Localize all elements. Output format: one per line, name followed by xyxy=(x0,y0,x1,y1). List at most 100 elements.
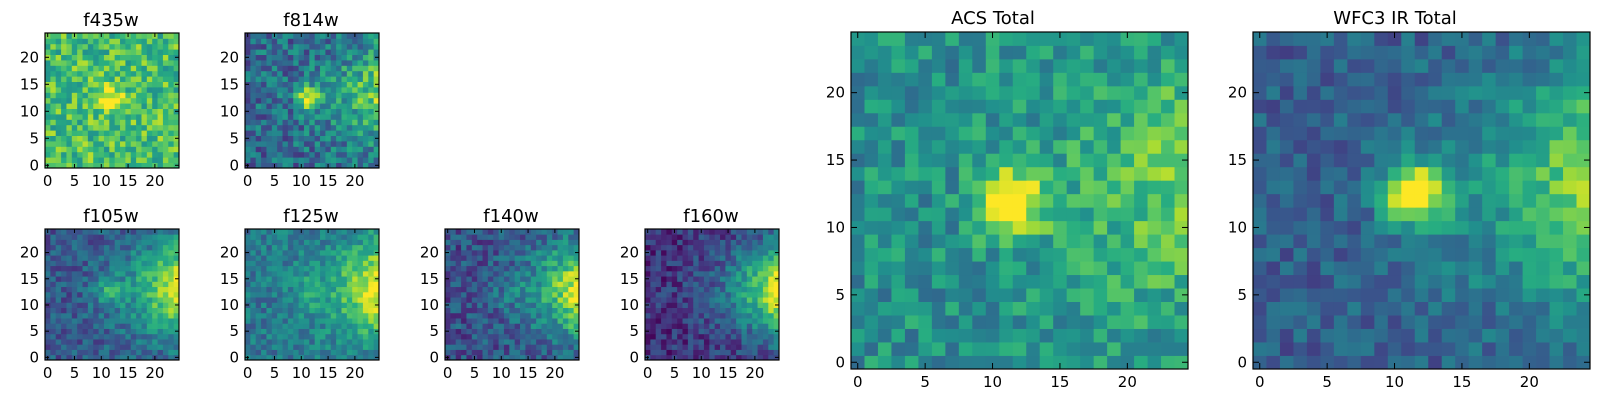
heatmap-cell xyxy=(336,339,342,345)
heatmap-cell xyxy=(698,244,705,251)
heatmap-cell xyxy=(71,312,78,319)
heatmap-cell xyxy=(341,323,348,329)
heatmap-cell xyxy=(325,108,332,115)
x-tick-label: 15 xyxy=(319,172,338,190)
heatmap-cell xyxy=(736,307,742,314)
heatmap-cell xyxy=(309,151,316,158)
heatmap-cell xyxy=(357,70,364,77)
heatmap-cell xyxy=(250,135,257,142)
heatmap-cell xyxy=(157,146,164,153)
heatmap-cell xyxy=(1414,288,1429,302)
heatmap-cell xyxy=(498,312,505,319)
heatmap-cell xyxy=(552,281,558,288)
heatmap-cell xyxy=(525,239,532,246)
heatmap-cell xyxy=(1026,288,1041,302)
y-tick-label: 15 xyxy=(20,270,39,288)
heatmap-cell xyxy=(1360,315,1375,329)
heatmap-cell xyxy=(373,130,380,136)
heatmap-cell xyxy=(162,70,169,77)
heatmap-cell xyxy=(536,276,542,282)
heatmap-cell xyxy=(1293,328,1308,343)
heatmap-cell xyxy=(1253,301,1267,316)
heatmap-cell xyxy=(245,349,251,356)
heatmap-cell xyxy=(152,114,158,120)
heatmap-cell xyxy=(1107,139,1121,154)
heatmap-cell xyxy=(650,307,657,314)
heatmap-cell xyxy=(368,65,375,72)
heatmap-cell xyxy=(677,333,683,340)
heatmap-cell xyxy=(741,286,748,293)
heatmap-cell xyxy=(250,60,257,66)
heatmap-cell xyxy=(336,291,342,298)
heatmap-cell xyxy=(720,333,726,340)
heatmap-cell xyxy=(336,249,342,256)
heatmap-cell xyxy=(130,339,137,345)
heatmap-cell xyxy=(1161,139,1175,154)
heatmap-cell xyxy=(493,333,499,340)
heatmap-cell xyxy=(173,157,180,163)
heatmap-cell xyxy=(277,151,283,158)
heatmap-cell xyxy=(141,81,148,88)
heatmap-cell xyxy=(162,54,169,61)
heatmap-cell xyxy=(482,260,489,267)
heatmap-cell xyxy=(357,146,364,153)
heatmap-cell xyxy=(320,130,326,136)
heatmap-cell xyxy=(303,260,310,267)
heatmap-cell xyxy=(1093,139,1108,154)
heatmap-cell xyxy=(730,297,737,303)
heatmap-cell xyxy=(136,281,142,288)
heatmap-cell xyxy=(958,261,973,276)
heatmap-cell xyxy=(1039,153,1054,168)
heatmap-cell xyxy=(762,239,769,246)
heatmap-cell xyxy=(1428,247,1443,262)
heatmap-cell xyxy=(471,333,478,340)
heatmap-cell xyxy=(1414,193,1429,208)
heatmap-cell xyxy=(146,135,153,142)
heatmap-cell xyxy=(466,255,473,261)
heatmap-cell xyxy=(1053,288,1068,302)
heatmap-cell xyxy=(125,60,132,66)
heatmap-cell xyxy=(277,297,283,303)
heatmap-cell xyxy=(77,302,83,308)
heatmap-cell xyxy=(66,229,73,235)
heatmap-cell xyxy=(877,153,892,168)
heatmap-cell xyxy=(45,339,51,345)
heatmap-cell xyxy=(255,328,262,335)
heatmap-cell xyxy=(445,291,451,298)
heatmap-cell xyxy=(87,130,94,136)
heatmap-cell xyxy=(293,81,299,88)
heatmap-cell xyxy=(461,239,467,246)
heatmap-cell xyxy=(709,270,716,277)
heatmap-cell xyxy=(1306,301,1321,316)
heatmap-cell xyxy=(71,255,78,261)
heatmap-cell xyxy=(709,323,716,329)
heatmap-cell xyxy=(520,302,526,308)
heatmap-cell xyxy=(261,114,267,120)
heatmap-cell xyxy=(362,87,369,93)
heatmap-cell xyxy=(985,234,1000,249)
heatmap-cell xyxy=(362,97,369,104)
heatmap-cell xyxy=(298,87,305,93)
heatmap-cell xyxy=(373,234,380,240)
heatmap-cell xyxy=(455,249,462,256)
heatmap-cell xyxy=(336,81,342,88)
heatmap-cell xyxy=(536,265,542,272)
heatmap-cell xyxy=(109,260,116,267)
heatmap-cell xyxy=(757,234,764,240)
heatmap-cell xyxy=(1293,274,1308,289)
heatmap-cell xyxy=(120,255,126,261)
heatmap-cell xyxy=(66,33,73,39)
heatmap-cell xyxy=(1161,220,1175,235)
heatmap-cell xyxy=(271,81,278,88)
heatmap-cell xyxy=(77,70,83,77)
heatmap-cell xyxy=(1066,72,1081,87)
heatmap-cell xyxy=(303,333,310,340)
heatmap-cell xyxy=(703,333,710,340)
heatmap-cell xyxy=(725,297,732,303)
heatmap-cell xyxy=(1576,180,1591,195)
heatmap-cell xyxy=(93,270,99,277)
heatmap-cell xyxy=(66,146,73,153)
heatmap-cell xyxy=(520,239,526,246)
heatmap-cell xyxy=(98,239,105,246)
heatmap-cell xyxy=(525,328,532,335)
